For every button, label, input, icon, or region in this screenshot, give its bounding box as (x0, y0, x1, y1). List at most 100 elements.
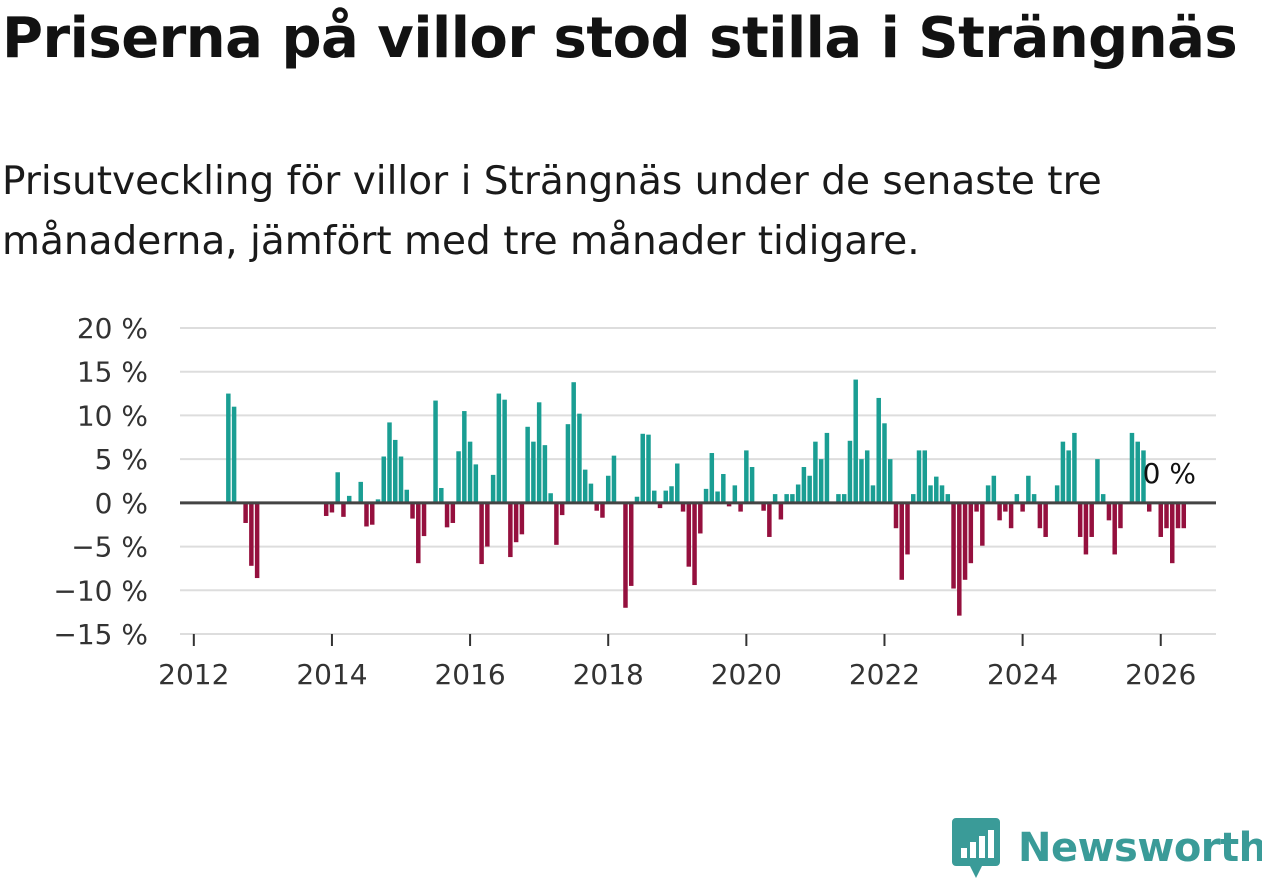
bar-negative (623, 502, 628, 608)
bar-positive (1135, 441, 1140, 503)
bar-positive (346, 495, 352, 503)
x-tick-label: 2026 (1125, 658, 1196, 691)
bar-positive (721, 474, 726, 503)
bar-positive (911, 494, 916, 503)
bar-positive (358, 481, 363, 503)
bar-negative (1106, 502, 1112, 521)
bar-negative (369, 502, 375, 525)
bar-series (226, 379, 1187, 616)
bar-negative (416, 502, 421, 564)
bar-negative (450, 502, 456, 523)
bar-positive (882, 423, 887, 503)
bar-positive (836, 494, 841, 503)
bar-positive (1031, 494, 1037, 503)
bar-negative (421, 502, 427, 537)
bar-positive (393, 439, 398, 503)
bar-positive (531, 441, 536, 503)
bar-negative (657, 502, 663, 509)
bar-positive (841, 494, 847, 503)
bar-negative (698, 502, 703, 534)
bar-negative (1112, 502, 1117, 555)
bar-negative (1043, 502, 1048, 537)
bar-positive (663, 490, 669, 503)
bar-positive (1066, 450, 1071, 503)
bar-positive (1014, 494, 1020, 503)
bar-positive (640, 433, 645, 503)
bar-negative (1170, 502, 1175, 564)
bar-positive (818, 459, 824, 503)
bar-positive (646, 434, 651, 503)
bar-positive (922, 450, 928, 503)
bar-positive (784, 494, 789, 503)
bar-positive (381, 456, 386, 503)
bar-positive (991, 475, 997, 503)
bar-positive (335, 472, 340, 503)
bar-negative (628, 502, 634, 586)
bar-positive (675, 463, 680, 503)
bar-positive (1026, 475, 1031, 503)
bar-positive (1141, 450, 1146, 503)
bar-negative (767, 502, 772, 537)
bar-negative (980, 502, 985, 546)
bar-negative (410, 502, 415, 519)
bar-negative (957, 502, 962, 616)
bar-positive (703, 488, 709, 503)
bar-negative (1146, 502, 1152, 512)
bar-negative (1164, 502, 1169, 529)
bar-positive (772, 494, 778, 503)
bar-positive (398, 456, 404, 503)
x-tick-label: 2014 (296, 658, 367, 691)
bar-negative (254, 502, 260, 579)
last-value-label: 0 % (1143, 457, 1196, 490)
bar-negative (1083, 502, 1089, 555)
bar-positive (934, 476, 939, 503)
bar-positive (462, 411, 467, 503)
y-tick-label: 5 % (95, 443, 148, 476)
bar-negative (1008, 502, 1014, 529)
y-tick-label: 15 % (77, 356, 148, 389)
bar-positive (231, 406, 237, 503)
bar-positive (1095, 459, 1100, 503)
bar-positive (715, 491, 720, 503)
bar-negative (508, 502, 513, 558)
bar-positive (1072, 432, 1077, 503)
bar-positive (813, 441, 818, 503)
bar-positive (611, 455, 617, 503)
bar-negative (1118, 502, 1123, 529)
bar-positive (847, 440, 853, 503)
bar-positive (473, 464, 479, 503)
x-axis: 2012 2014 2016 2018 2020 2022 2024 2026 (158, 633, 1216, 691)
bar-negative (364, 502, 369, 527)
bar-negative (243, 502, 248, 523)
bar-positive (859, 459, 864, 503)
bar-positive (496, 393, 502, 503)
bar-negative (680, 502, 686, 512)
chart-title: Priserna på villor stod stilla i Strängn… (2, 6, 1238, 71)
bar-negative (323, 502, 329, 516)
bar-negative (761, 502, 766, 511)
y-tick-label: −5 % (71, 531, 148, 564)
bar-negative (341, 502, 346, 517)
bar-negative (1020, 502, 1025, 512)
bar-positive (565, 424, 571, 503)
newsworthy-logo-icon (952, 818, 1000, 878)
bar-positive (582, 469, 588, 503)
bar-negative (1077, 502, 1083, 537)
grid-lines (180, 327, 1216, 635)
bar-negative (893, 502, 899, 529)
bar-positive (669, 486, 674, 503)
bar-negative (968, 502, 974, 564)
bar-positive (801, 467, 807, 503)
bar-negative (519, 502, 525, 535)
bar-negative (444, 502, 450, 528)
bar-positive (652, 490, 657, 503)
bar-positive (749, 467, 755, 503)
bar-positive (732, 485, 738, 503)
bar-positive (502, 399, 507, 503)
x-tick-label: 2016 (434, 658, 505, 691)
bar-negative (726, 502, 732, 507)
y-tick-label: −15 % (53, 618, 148, 651)
bar-positive (387, 422, 392, 503)
bar-positive (744, 450, 749, 503)
bar-positive (876, 397, 881, 503)
